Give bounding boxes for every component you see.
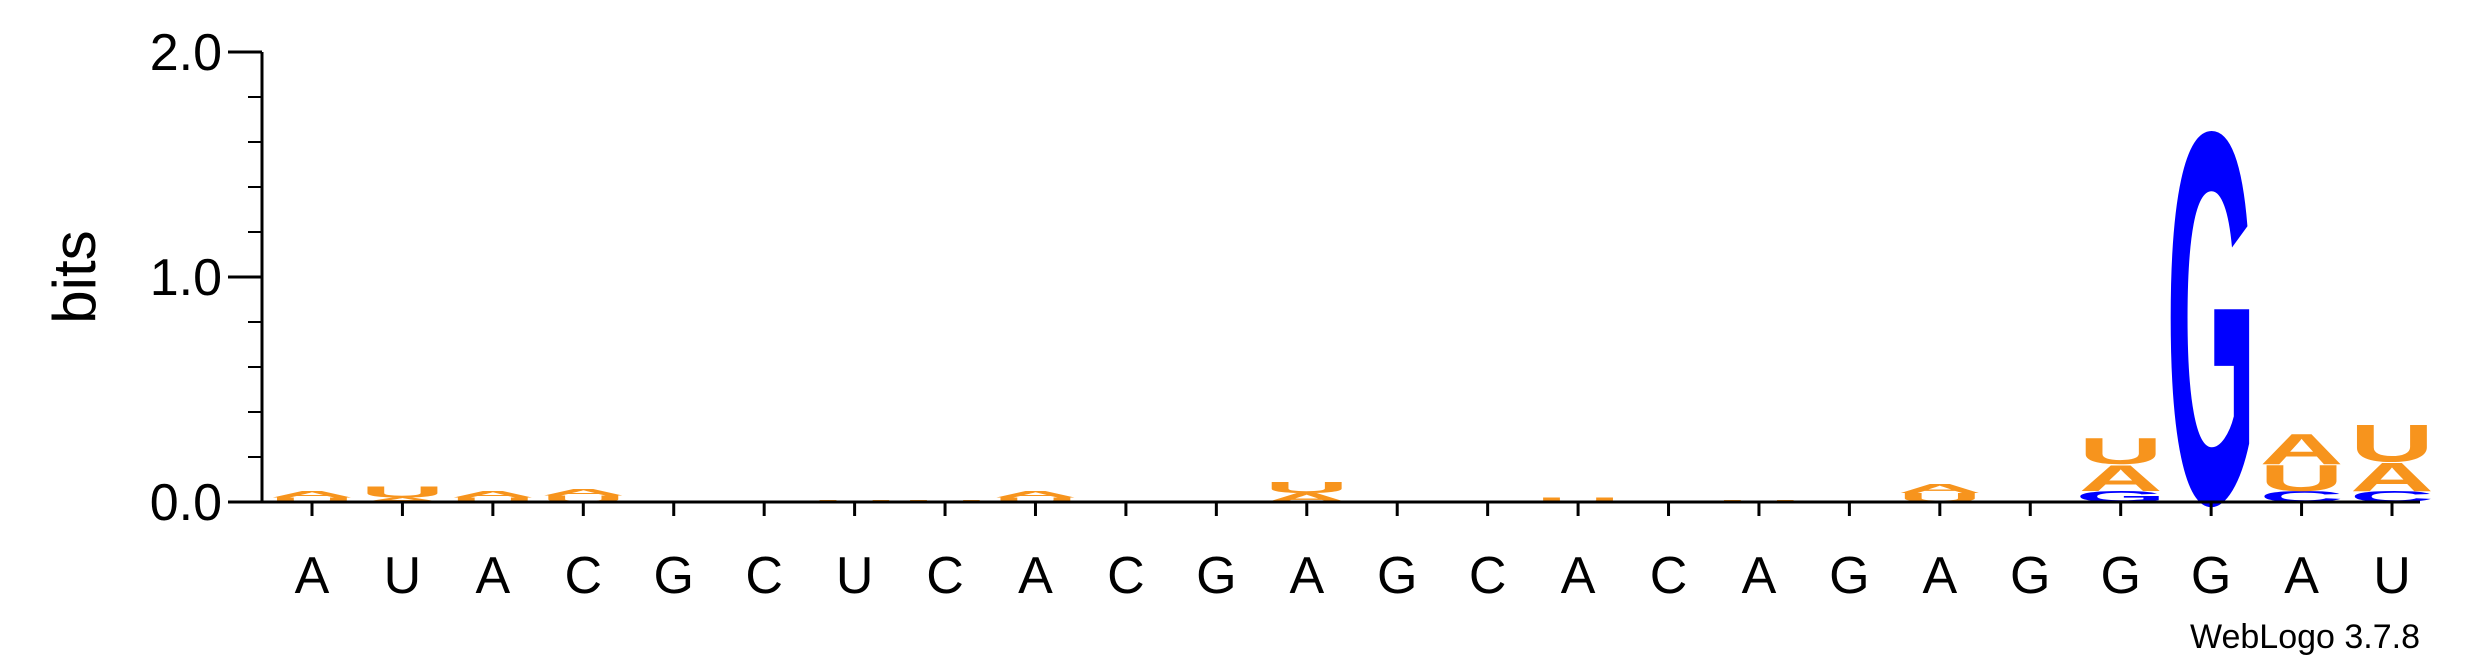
logo-letter-A: A [360, 496, 444, 503]
x-tick-label: U [836, 547, 874, 605]
logo-letter-U: U [1536, 496, 1620, 503]
logo-letter-A: A [2260, 424, 2344, 473]
x-tick-label: G [2100, 547, 2140, 605]
logo-letter-U: U [2260, 457, 2344, 499]
x-tick-label: A [1561, 547, 1596, 605]
logo-letter-U: U [2079, 430, 2163, 472]
x-tick-label: G [1377, 547, 1417, 605]
x-tick-label: A [1289, 547, 1324, 605]
logo-letter-U: U [451, 496, 535, 503]
x-tick-label: C [926, 547, 964, 605]
y-ticks: 0.0 1.0 2.0 [150, 24, 262, 532]
x-tick-label: C [745, 547, 783, 605]
y-tick-label: 1.0 [150, 249, 222, 307]
credit-label: WebLogo 3.7.8 [2190, 618, 2420, 656]
x-tick-label: A [1018, 547, 1053, 605]
logo-letter-A: A [2079, 457, 2163, 499]
x-tick-label: A [476, 547, 511, 605]
logo-letter-A: A [541, 487, 625, 497]
logo-letter-U: U [360, 483, 444, 501]
logo-letter-U: U [993, 496, 1077, 503]
x-tick-label: G [1196, 547, 1236, 605]
logo-letter-U: U [541, 494, 625, 504]
logo-letter-U: U [2350, 414, 2434, 473]
x-tick-label: C [1107, 547, 1145, 605]
x-tick-label: U [2373, 547, 2411, 605]
y-tick-label: 0.0 [150, 474, 222, 532]
logo-letter-G: G [2166, 23, 2256, 616]
logo-letter-U: U [1265, 479, 1349, 497]
x-tick-label: A [1922, 547, 1957, 605]
x-tick-label: A [2284, 547, 2319, 605]
logo-letter-A: A [270, 489, 354, 499]
y-axis-title: bits [41, 230, 108, 323]
y-tick-label: 2.0 [150, 24, 222, 82]
logo-letter-U: U [270, 496, 354, 503]
x-tick-label: G [2191, 547, 2231, 605]
x-tick-label: G [1829, 547, 1869, 605]
x-tick-label: C [1469, 547, 1507, 605]
logo-letter-A: A [2350, 454, 2434, 499]
logo-letter-A: A [451, 489, 535, 499]
x-tick-label: A [295, 547, 330, 605]
x-tick-label: U [384, 547, 422, 605]
x-tick-label: G [654, 547, 694, 605]
x-tick-label: C [565, 547, 603, 605]
plot-area: UAAUUAUAAUUUUAUUAUUUUUUUUAUGAUGCUACAU [270, 23, 2434, 616]
x-tick-label: A [1742, 547, 1777, 605]
x-tick-label: G [2010, 547, 2050, 605]
x-tick-label: C [1650, 547, 1688, 605]
logo-letter-A: A [993, 489, 1077, 499]
logo-letter-A: A [1898, 482, 1982, 496]
